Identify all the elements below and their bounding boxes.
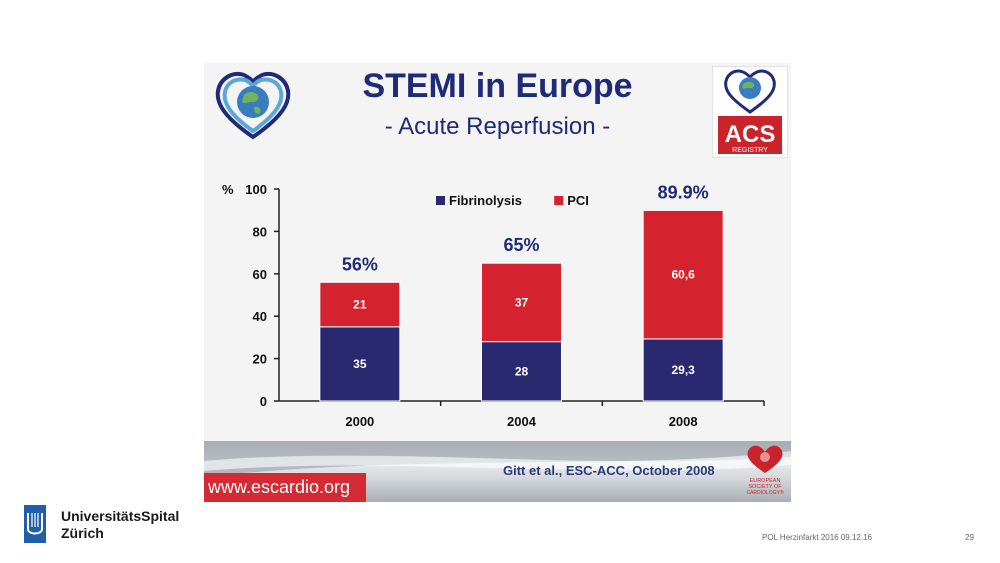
stacked-bar-chart: 0 20 40 60 80 100% 35 21 56% 2000 28 37 65% 2004 29,3… <box>222 182 765 429</box>
segment-label: 60,6 <box>671 268 695 282</box>
acs-logo-subtext: REGISTRY <box>732 147 768 154</box>
bar-total-label: 65% <box>503 235 539 255</box>
y-tick-label: 20 <box>253 352 267 367</box>
x-category-label: 2004 <box>507 414 537 429</box>
slide-subtitle: - Acute Reperfusion - <box>384 113 611 140</box>
esc-logo-line3: CARDIOLOGY® <box>746 489 783 496</box>
website-label: www.escardio.org <box>204 473 366 502</box>
bar-segment-pci <box>481 262 562 343</box>
footer-banner: www.escardio.org Gitt et al., ESC-ACC, O… <box>204 441 791 502</box>
esc-logo-line2: SOCIETY OF <box>748 484 782 490</box>
globe-heart-logo <box>215 72 291 140</box>
bar-segment-fibrinolysis <box>319 326 401 402</box>
legend-swatch-pci <box>554 196 564 205</box>
footer-info: POL Herzinfarkt 2016 09.12.16 <box>762 533 872 542</box>
segment-label: 35 <box>353 357 367 371</box>
citation-text: Gitt et al., ESC-ACC, October 2008 <box>503 463 715 478</box>
y-axis-unit-label: % <box>222 182 234 197</box>
y-tick-label: 60 <box>253 267 267 282</box>
y-tick-label: 80 <box>253 224 267 239</box>
page-number: 29 <box>965 533 974 542</box>
legend-label-fibrinolysis: Fibrinolysis <box>449 193 522 208</box>
y-tick-label: 40 <box>253 309 267 324</box>
institution-name: UniversitätsSpital Zürich <box>61 508 179 542</box>
bar-total-label: 56% <box>342 254 378 274</box>
bar-segment-fibrinolysis <box>481 341 562 402</box>
y-tick-label: 0 <box>260 394 267 409</box>
acs-logo-text: ACS <box>725 121 776 148</box>
segment-label: 21 <box>353 298 367 312</box>
esc-logo-line1: EUROPEAN <box>750 478 781 484</box>
x-category-label: 2008 <box>669 414 698 429</box>
esc-heart-logo: EUROPEAN SOCIETY OF CARDIOLOGY® <box>746 445 784 496</box>
y-tick-label: 100 <box>245 182 267 197</box>
slide-image: STEMI in Europe - Acute Reperfusion - AC… <box>204 63 791 502</box>
legend-label-pci: PCI <box>567 193 589 208</box>
segment-label: 37 <box>515 295 529 309</box>
acs-registry-logo: ACS REGISTRY <box>712 66 788 158</box>
bar-segment-pci <box>319 281 401 328</box>
segment-label: 28 <box>515 364 529 378</box>
bar-segment-pci <box>642 209 724 340</box>
slide-title: STEMI in Europe <box>362 67 633 105</box>
bar-total-label: 89.9% <box>658 182 709 202</box>
segment-label: 29,3 <box>671 363 695 377</box>
bar-segment-fibrinolysis <box>642 338 724 402</box>
university-hospital-logo <box>24 505 46 543</box>
legend-swatch-fibrinolysis <box>436 196 445 205</box>
institution-name-line2: Zürich <box>61 525 104 541</box>
institution-name-line1: UniversitätsSpital <box>61 508 180 524</box>
x-category-label: 2000 <box>345 414 374 429</box>
banner-sweep-decoration <box>204 441 791 477</box>
